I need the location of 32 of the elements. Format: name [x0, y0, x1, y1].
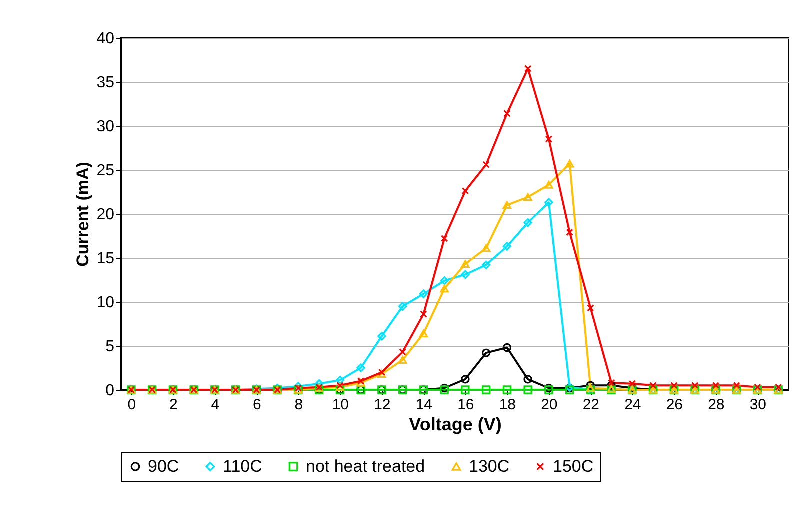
x-tick-label: 6	[253, 396, 262, 414]
y-tick-label: 5	[106, 338, 115, 356]
x-tick-label: 20	[541, 396, 558, 414]
x-tick-label: 18	[499, 396, 516, 414]
y-tick-label: 40	[96, 30, 115, 48]
x-tick-label: 22	[582, 396, 600, 414]
x-tick-label: 30	[750, 396, 767, 414]
legend-label: 90C	[148, 456, 180, 476]
legend-label: 110C	[223, 456, 262, 476]
y-axis-title: Current (mA)	[74, 162, 93, 267]
y-tick-label: 30	[96, 118, 115, 136]
x-tick-label: 26	[666, 396, 684, 414]
x-tick-label: 2	[170, 396, 178, 414]
legend-label: not heat treated	[306, 456, 426, 476]
x-tick-label: 12	[374, 396, 391, 414]
y-tick-label: 25	[96, 162, 115, 180]
y-tick-label: 20	[96, 206, 115, 224]
x-tick-label: 28	[708, 396, 725, 414]
legend-label: 130C	[469, 456, 510, 476]
legend-label: 150C	[553, 456, 594, 476]
y-tick-label: 15	[96, 250, 115, 268]
x-tick-label: 10	[332, 396, 350, 414]
x-tick-label: 16	[458, 396, 474, 414]
x-tick-label: 14	[416, 396, 433, 414]
x-tick-label: 8	[294, 396, 304, 414]
x-tick-label: 4	[211, 396, 220, 414]
y-tick-label: 10	[96, 294, 115, 312]
x-tick-label: 0	[128, 396, 136, 414]
y-tick-label: 0	[106, 382, 115, 400]
y-tick-label: 35	[96, 74, 115, 92]
x-tick-label: 24	[624, 396, 642, 414]
x-axis-title: Voltage (V)	[409, 414, 502, 434]
